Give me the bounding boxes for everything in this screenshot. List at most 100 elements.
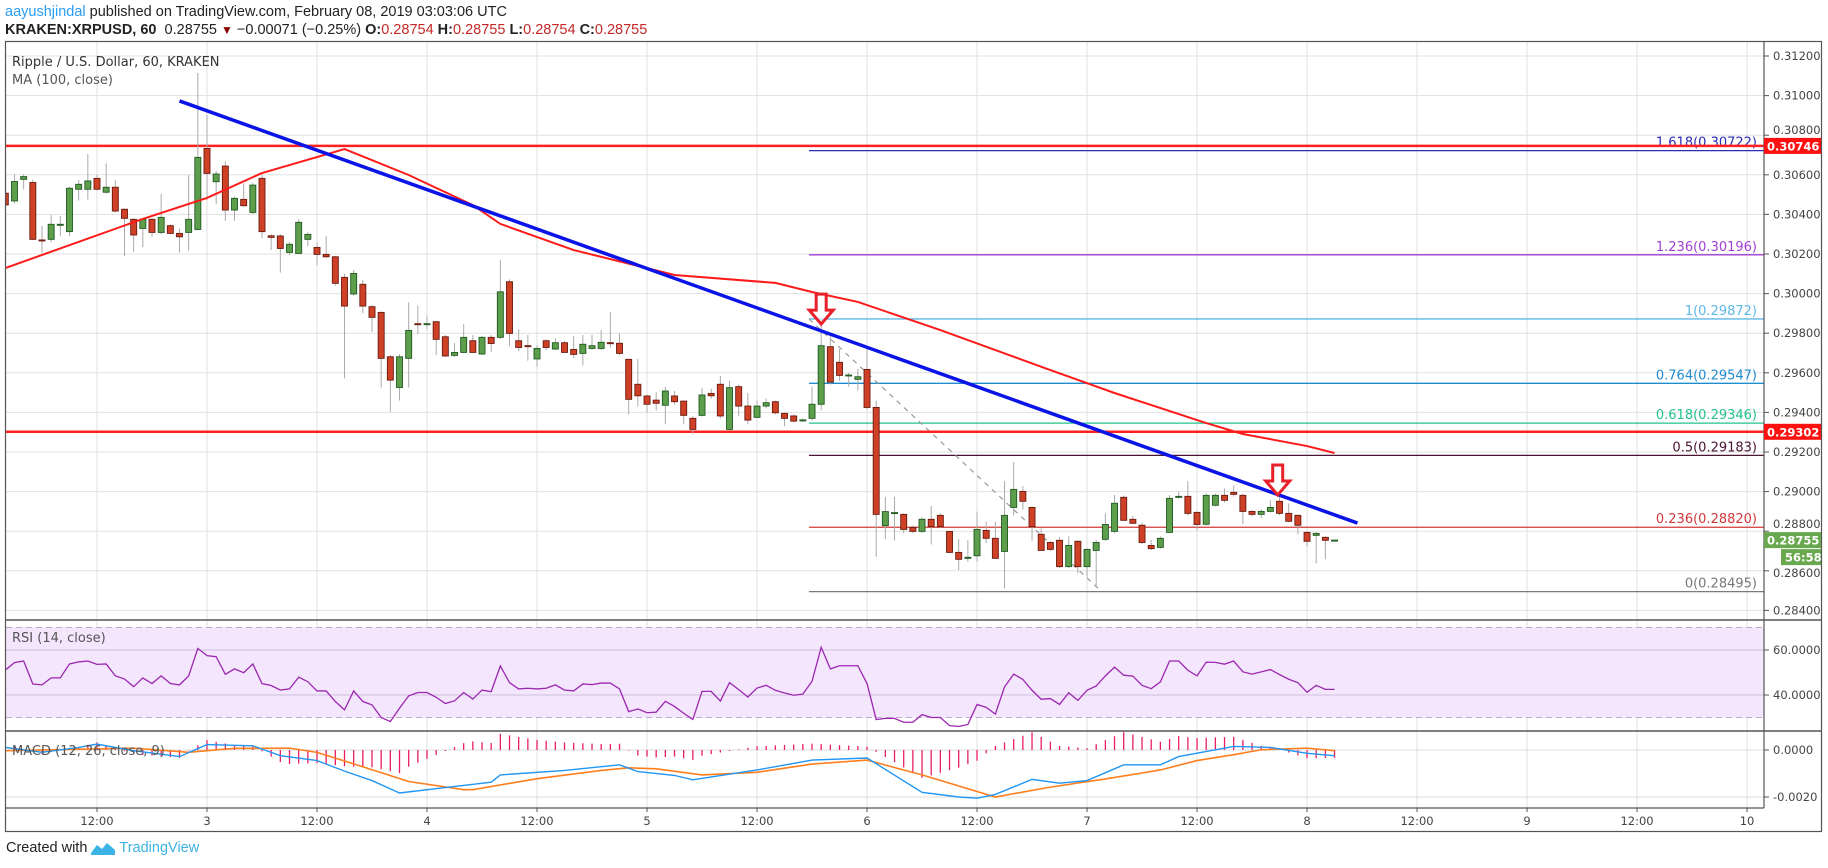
candle xyxy=(781,412,788,427)
candle-body xyxy=(753,405,761,418)
candle xyxy=(570,335,578,358)
candle-body xyxy=(1257,510,1265,515)
candle xyxy=(148,218,156,237)
candle xyxy=(680,400,688,425)
candle-body xyxy=(1046,542,1054,550)
price-line-badge-label: 0.30746 xyxy=(1767,139,1819,153)
price-tick-label: 0.29800 xyxy=(1773,326,1821,340)
candle xyxy=(331,255,339,286)
candle-body xyxy=(542,340,550,348)
candle xyxy=(258,174,266,239)
candle xyxy=(698,387,706,417)
price-tick-label: 0.30000 xyxy=(1773,287,1821,301)
candle xyxy=(1120,495,1128,522)
candle-body xyxy=(359,283,367,307)
candle-body xyxy=(506,281,513,334)
candle-body xyxy=(377,311,385,359)
candle-body xyxy=(955,551,963,560)
publish-info: aayushjindal published on TradingView.co… xyxy=(5,4,507,20)
candle xyxy=(515,329,523,352)
candle xyxy=(121,208,128,256)
candle xyxy=(661,386,669,425)
candle-body xyxy=(121,208,128,219)
candle xyxy=(1083,548,1091,577)
triangle-down-icon: ▼ xyxy=(221,23,233,37)
candle-body xyxy=(29,182,37,240)
candle-body xyxy=(661,390,669,406)
candle-body xyxy=(1010,488,1018,508)
candle-body xyxy=(1001,514,1008,552)
candle xyxy=(377,311,385,388)
candle xyxy=(84,154,92,200)
indicator-lines xyxy=(6,99,1359,525)
price-line-badge xyxy=(1764,423,1821,440)
candle-body xyxy=(744,405,752,421)
price-tick-label: 0.28400 xyxy=(1773,603,1821,617)
candle-body xyxy=(93,177,101,190)
candle xyxy=(56,215,64,237)
candle-body xyxy=(946,530,953,553)
candle xyxy=(606,312,614,348)
candle xyxy=(276,234,284,273)
candle xyxy=(1257,509,1265,519)
candle-body xyxy=(872,407,880,515)
candle-body xyxy=(102,186,110,193)
candle-body xyxy=(414,323,422,326)
candle xyxy=(1074,540,1082,574)
candle-body xyxy=(1202,494,1210,525)
candle xyxy=(1101,513,1109,542)
rsi-band xyxy=(6,627,1764,718)
time-tick-label: 12:00 xyxy=(1400,814,1433,828)
candle-body xyxy=(396,356,403,388)
candle xyxy=(955,539,963,571)
candle-body xyxy=(56,223,64,226)
arrow-down-icon xyxy=(805,292,837,327)
candle xyxy=(1266,500,1274,513)
candle xyxy=(139,218,147,248)
candle-body xyxy=(1083,548,1091,568)
candle-body xyxy=(551,342,559,350)
candle-body xyxy=(826,346,834,383)
candle-body xyxy=(771,401,779,414)
candle xyxy=(460,324,468,353)
candle xyxy=(964,540,972,562)
candle-body xyxy=(166,225,174,234)
candle-body xyxy=(267,235,275,238)
candle-body xyxy=(1266,506,1274,512)
symbol-label: KRAKEN:XRPUSD, 60 xyxy=(5,22,157,38)
candle-body xyxy=(386,356,394,381)
candle xyxy=(176,228,183,253)
rsi-pane xyxy=(6,627,1764,728)
rsi-tick-label: 40.0000 xyxy=(1773,688,1821,702)
tradingview-link[interactable]: TradingView xyxy=(119,840,200,856)
candle xyxy=(295,219,303,254)
candle xyxy=(11,174,18,204)
candle xyxy=(75,179,83,201)
candle xyxy=(561,341,568,353)
candle xyxy=(707,388,715,399)
price-tick-label: 0.30200 xyxy=(1773,247,1821,261)
candle-body xyxy=(579,343,587,354)
candle-body xyxy=(478,336,486,355)
open-label: O: xyxy=(365,22,382,38)
candle xyxy=(771,400,779,415)
candle xyxy=(496,260,504,340)
candle xyxy=(1294,514,1302,535)
fib-level-label: 0(0.28495) xyxy=(1685,577,1757,592)
time-tick-label: 12:00 xyxy=(300,814,333,828)
price-tick-label: 0.31000 xyxy=(1773,89,1821,103)
time-tick-label: 5 xyxy=(643,814,650,828)
candle-body xyxy=(881,511,889,527)
fib-level-label: 0.5(0.29183) xyxy=(1672,440,1757,455)
candle-body xyxy=(1175,495,1183,498)
bar-countdown-badge xyxy=(1781,549,1821,566)
candle xyxy=(634,358,642,407)
candle xyxy=(1248,510,1256,517)
candle-body xyxy=(836,361,843,376)
candle-body xyxy=(533,347,541,360)
candle xyxy=(396,353,403,401)
author-link[interactable]: aayushjindal xyxy=(5,4,86,20)
candle-body xyxy=(1230,491,1238,495)
candle xyxy=(203,115,211,201)
